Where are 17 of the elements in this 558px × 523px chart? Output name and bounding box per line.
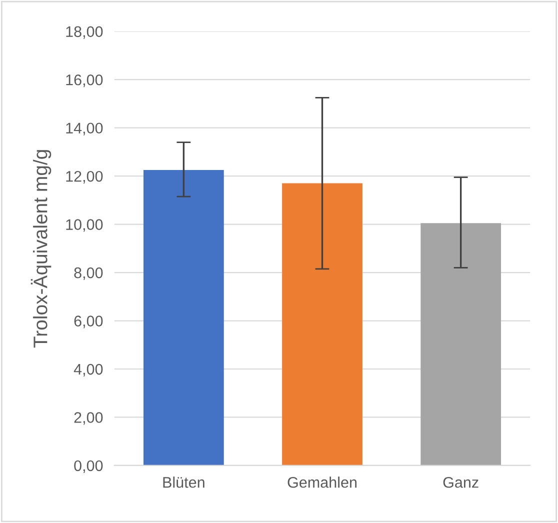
y-tick-label: 10,00 [66, 219, 103, 232]
bar [143, 170, 224, 466]
y-tick-label: 6,00 [74, 316, 103, 328]
x-tick-label: Ganz [443, 476, 478, 488]
bar [420, 223, 501, 466]
y-axis-title: Trolox-Äquivalent mg/g [30, 150, 52, 348]
y-tick-label: 16,00 [66, 74, 103, 88]
y-tick-label: 12,00 [66, 170, 103, 184]
bar [282, 183, 362, 466]
x-tick-label: Blüten [163, 476, 204, 488]
y-tick-label: 14,00 [66, 122, 103, 136]
y-tick-label: 18,00 [66, 26, 103, 39]
y-tick-label: 2,00 [74, 412, 103, 425]
y-tick-label: 0,00 [74, 460, 103, 473]
y-tick-label: 4,00 [74, 364, 103, 376]
x-tick-label: Gemahlen [288, 476, 356, 488]
y-tick-label: 8,00 [74, 267, 103, 280]
